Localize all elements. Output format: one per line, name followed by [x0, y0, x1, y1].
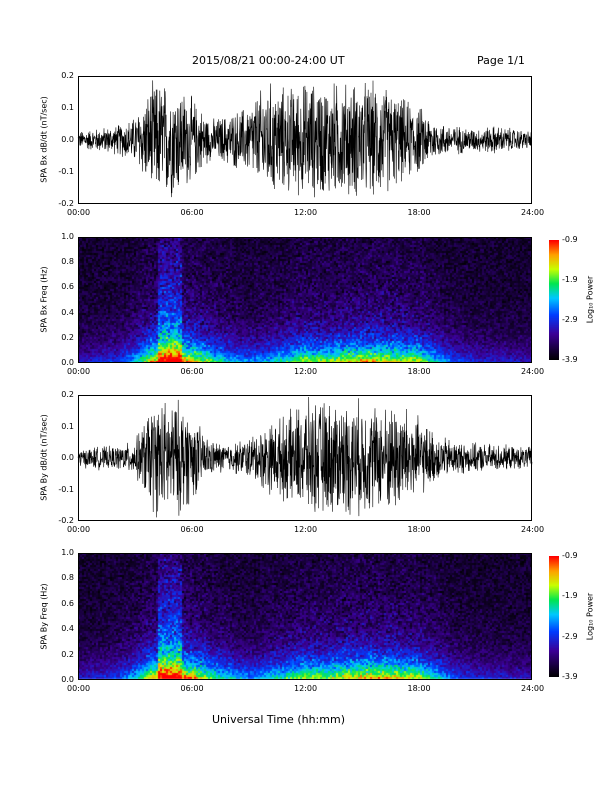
waveform-bx-xtick: 00:00 — [67, 208, 91, 217]
spectrogram-bx-colorbar-tick: -3.9 — [562, 355, 578, 364]
spectrogram-bx-ytick: 1.0 — [61, 232, 74, 241]
waveform-by-ylabel: SPA By dB/dt (nT/sec) — [39, 414, 49, 501]
spectrogram-bx-xtick: 12:00 — [294, 367, 318, 376]
plot-title: 2015/08/21 00:00-24:00 UT — [192, 54, 345, 67]
spectrogram-bx-ylabel: SPA Bx Freq (Hz) — [39, 266, 49, 333]
spectrogram-bx-colorbar — [549, 240, 559, 360]
waveform-by-ytick: -0.2 — [58, 516, 74, 525]
waveform-bx-ytick: 0.1 — [61, 103, 74, 112]
spectrogram-by-xtick: 18:00 — [407, 684, 431, 693]
waveform-by-xtick: 18:00 — [407, 525, 431, 534]
waveform-by-xtick: 06:00 — [180, 525, 204, 534]
waveform-by-xtick: 12:00 — [294, 525, 318, 534]
waveform-bx-xtick: 24:00 — [521, 208, 545, 217]
spectrogram-by-colorbar-label: Log₁₀ Power — [585, 592, 595, 640]
spectrogram-bx-ytick: 0.4 — [61, 307, 74, 317]
x-axis-title: Universal Time (hh:mm) — [212, 713, 345, 726]
spectrogram-bx-xtick: 00:00 — [67, 367, 91, 376]
spectrogram-by-colorbar-tick: -2.9 — [562, 631, 578, 641]
spectrogram-by-ytick: 0.4 — [61, 624, 74, 634]
spectrogram-by-colorbar-tick: -3.9 — [562, 672, 578, 681]
spectrogram-by-xtick: 12:00 — [294, 684, 318, 693]
spectrogram-by-ytick: 0.2 — [61, 649, 74, 659]
waveform-by-series-line — [77, 396, 533, 518]
spectrogram-bx-frame — [78, 237, 532, 363]
spectrogram-bx-xtick: 24:00 — [521, 367, 545, 376]
spectrogram-bx-ytick: 0.0 — [61, 358, 74, 367]
spectrogram-by-ylabel: SPA By Freq (Hz) — [39, 582, 49, 650]
waveform-bx-ytick: -0.2 — [58, 199, 74, 208]
spectrogram-by-colorbar — [549, 556, 559, 677]
spectrogram-bx-colorbar-tick: -0.9 — [562, 235, 578, 244]
spectrogram-bx-ytick: 0.2 — [61, 332, 74, 342]
waveform-bx-ylabel: SPA Bx dB/dt (nT/sec) — [39, 96, 49, 183]
spectrogram-by-colorbar-tick: -0.9 — [562, 551, 578, 560]
waveform-bx-xtick: 06:00 — [180, 208, 204, 217]
spectrogram-bx-ytick: 0.6 — [61, 282, 74, 292]
spectrogram-by-ytick: 0.6 — [61, 598, 74, 608]
spectrogram-bx-colorbar-tick: -2.9 — [562, 315, 578, 324]
waveform-by-ytick: 0.0 — [61, 453, 74, 462]
spectrogram-bx-xtick: 06:00 — [180, 367, 204, 376]
spectrogram-bx-ytick: 0.8 — [61, 257, 74, 267]
waveform-bx-xtick: 12:00 — [294, 208, 318, 217]
waveform-bx-series-line — [77, 80, 532, 198]
spectrogram-by-ytick: 1.0 — [61, 548, 74, 557]
waveform-bx-ytick: -0.1 — [58, 167, 74, 176]
waveform-by-ytick: 0.2 — [61, 390, 74, 399]
waveform-bx-plot — [77, 80, 532, 198]
spectrogram-by-frame — [78, 553, 532, 680]
spectrogram-by-xtick: 24:00 — [521, 684, 545, 693]
spectrogram-bx-colorbar-label: Log₁₀ Power — [585, 275, 595, 324]
page-number: Page 1/1 — [477, 54, 525, 67]
waveform-by-ytick: 0.1 — [61, 421, 74, 431]
waveform-by-xtick: 00:00 — [67, 525, 91, 534]
waveform-bx-frame — [78, 76, 532, 204]
spectrogram-by-xtick: 00:00 — [67, 684, 91, 693]
spectrogram-by-ytick: 0.0 — [61, 675, 74, 684]
spectrogram-by-xtick: 06:00 — [180, 684, 204, 693]
waveform-bx-ytick: 0.0 — [61, 135, 74, 144]
waveform-bx-ytick: 0.2 — [61, 71, 74, 80]
waveform-by-plot — [77, 396, 533, 518]
spectrogram-by-ytick: 0.8 — [61, 573, 74, 583]
waveform-by-frame — [78, 395, 532, 521]
spectrogram-by-heatmap — [78, 553, 532, 680]
spectrogram-bx-xtick: 18:00 — [407, 367, 431, 376]
spectrogram-bx-heatmap — [78, 237, 532, 363]
waveform-by-ytick: -0.1 — [58, 484, 74, 494]
waveform-bx-xtick: 18:00 — [407, 208, 431, 217]
waveform-by-xtick: 24:00 — [521, 525, 545, 534]
spectrogram-bx-colorbar-tick: -1.9 — [562, 275, 578, 284]
spectrogram-by-colorbar-tick: -1.9 — [562, 591, 578, 601]
